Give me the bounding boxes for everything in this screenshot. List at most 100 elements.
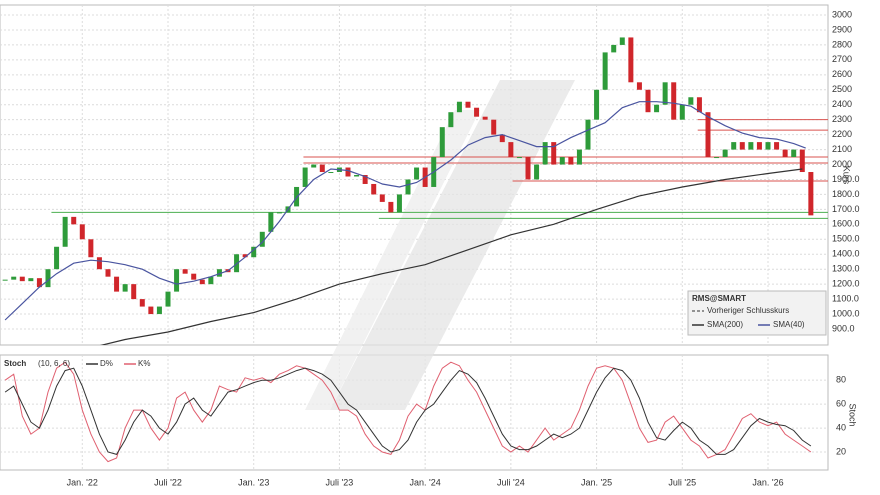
candle	[628, 37, 634, 83]
candle	[799, 149, 805, 173]
candle	[474, 107, 480, 117]
y-tick-label: 1000.0	[832, 308, 860, 318]
legend-label: SMA(200)	[707, 320, 743, 329]
y-tick-label: 2400	[832, 99, 852, 109]
candle	[311, 164, 317, 168]
candle	[174, 269, 180, 292]
candle	[36, 278, 42, 288]
candle	[671, 82, 677, 120]
legend-label: D%	[100, 359, 113, 368]
candle	[405, 179, 411, 195]
legend: RMS@SMART Vorheriger Schlusskurs SMA(200…	[687, 290, 827, 336]
candle	[525, 157, 531, 180]
candle	[662, 82, 668, 105]
candle	[508, 142, 514, 158]
labels: Jan. '22 Juli '22 Jan. '23 Juli '23 Jan. '24…	[67, 9, 860, 487]
y-tick-label: 2500	[832, 84, 852, 94]
y-tick-label: 1300.0	[832, 264, 860, 274]
x-tick-label: Jan. '26	[752, 477, 783, 487]
y-tick-label: 1400.0	[832, 249, 860, 259]
candle	[379, 194, 385, 202]
x-tick-label: Jan. '24	[410, 477, 441, 487]
candle	[19, 276, 25, 282]
candle	[114, 276, 120, 292]
y-tick-label: 1200.0	[832, 279, 860, 289]
candle	[105, 269, 111, 277]
candle	[465, 101, 471, 108]
candle	[491, 119, 497, 135]
candle	[542, 142, 548, 165]
indicator-title: Stoch	[4, 359, 26, 368]
candle	[156, 306, 162, 315]
legend-label: K%	[138, 359, 150, 368]
candle	[696, 97, 702, 113]
y-tick-label: 60	[836, 398, 846, 408]
x-tick-label: Jan. '22	[67, 477, 98, 487]
candle	[251, 246, 257, 258]
x-tick-label: Juli '23	[326, 477, 354, 487]
candle	[165, 291, 171, 307]
y-tick-label: 20	[836, 446, 846, 456]
candle	[319, 164, 325, 173]
y-axis-title: Kurs	[842, 166, 852, 185]
candle	[765, 142, 771, 150]
legend-label: Vorheriger Schlusskurs	[707, 306, 789, 315]
price-plot	[2, 37, 828, 345]
candle	[731, 142, 737, 150]
candle	[516, 157, 522, 159]
candle	[131, 284, 137, 300]
candle	[782, 149, 788, 158]
candle	[268, 212, 274, 232]
candle	[71, 216, 77, 225]
candle	[679, 104, 685, 120]
candle	[388, 201, 394, 213]
candle	[602, 52, 608, 90]
y-tick-label: 40	[836, 422, 846, 432]
candle	[585, 119, 591, 150]
x-tick-label: Jan. '23	[238, 477, 269, 487]
candle	[45, 269, 51, 288]
candle	[259, 231, 265, 247]
candle	[2, 279, 8, 281]
candle	[456, 101, 462, 113]
candle	[242, 254, 248, 258]
legend-title: RMS@SMART	[692, 294, 746, 303]
candle	[551, 142, 557, 165]
candle	[448, 112, 454, 128]
candle	[791, 149, 797, 158]
x-tick-label: Juli '24	[497, 477, 525, 487]
x-tick-label: Juli '25	[668, 477, 696, 487]
y-tick-label: 2300	[832, 114, 852, 124]
y-tick-label: 2900	[832, 24, 852, 34]
y-tick-label: 2800	[832, 39, 852, 49]
y-tick-label: 1700.0	[832, 204, 860, 214]
y-tick-label: 2700	[832, 54, 852, 64]
candle	[774, 142, 780, 150]
candle	[714, 157, 720, 159]
candle	[182, 269, 188, 274]
y-tick-label: 2200	[832, 129, 852, 139]
x-tick-label: Jan. '25	[581, 477, 612, 487]
candle	[396, 194, 402, 213]
stoch-line	[4, 367, 812, 455]
candle	[748, 142, 754, 150]
candle	[705, 112, 711, 158]
candle	[645, 89, 651, 113]
watermark	[330, 80, 575, 410]
candle	[96, 257, 102, 270]
candle	[688, 97, 694, 105]
candle	[362, 175, 368, 184]
y-tick-label: 2600	[832, 69, 852, 79]
candle	[345, 167, 351, 177]
y-tick-label: 2000	[832, 159, 852, 169]
sma-line	[99, 168, 803, 345]
y-tick-label: 1800.0	[832, 189, 860, 199]
candle	[79, 224, 85, 240]
x-tick-label: Juli '22	[154, 477, 182, 487]
candle	[594, 89, 600, 120]
candle	[559, 157, 565, 165]
candle	[619, 37, 625, 45]
candle	[499, 134, 505, 143]
y-tick-label: 1500.0	[832, 234, 860, 244]
